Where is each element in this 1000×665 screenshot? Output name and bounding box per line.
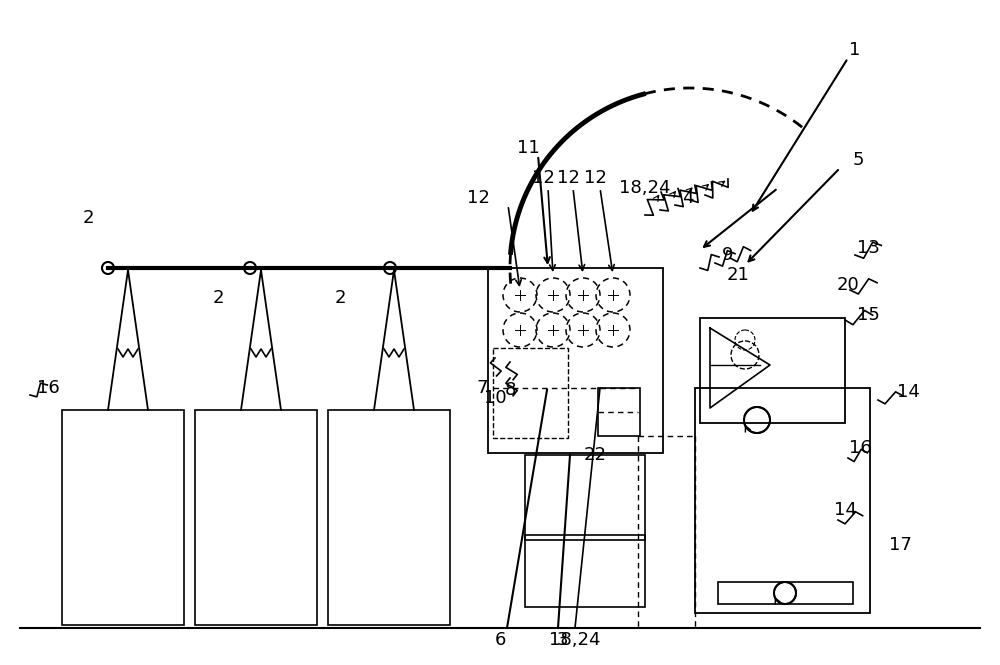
Text: 2: 2 [82, 209, 94, 227]
Text: 7: 7 [476, 379, 488, 397]
Bar [695, 388, 870, 613]
Text: 2: 2 [334, 289, 346, 307]
Bar [62, 410, 184, 625]
Text: 17: 17 [889, 536, 911, 554]
Bar [718, 582, 853, 604]
Text: 22: 22 [584, 446, 606, 464]
Text: 6: 6 [494, 631, 506, 649]
Bar [700, 318, 845, 423]
Text: 11: 11 [517, 139, 539, 157]
Text: 8: 8 [504, 381, 516, 399]
Bar [525, 535, 645, 607]
Text: 10: 10 [484, 389, 506, 407]
Bar [195, 410, 317, 625]
Bar [328, 410, 450, 625]
Text: 4: 4 [682, 189, 694, 207]
Circle shape [102, 262, 114, 274]
Text: 21: 21 [727, 266, 749, 284]
Text: 13: 13 [857, 239, 879, 257]
Text: 3: 3 [556, 631, 568, 649]
Text: 16: 16 [37, 379, 59, 397]
Text: 12: 12 [557, 169, 579, 187]
Text: 14: 14 [897, 383, 919, 401]
Circle shape [384, 262, 396, 274]
Text: 18,24: 18,24 [619, 179, 671, 197]
Bar [525, 455, 645, 540]
Text: 5: 5 [852, 151, 864, 169]
Text: 1: 1 [849, 41, 861, 59]
Bar [598, 388, 640, 436]
Text: 16: 16 [849, 439, 871, 457]
Circle shape [244, 262, 256, 274]
Text: 12: 12 [532, 169, 554, 187]
Text: 14: 14 [834, 501, 856, 519]
Bar [493, 348, 568, 438]
Text: 20: 20 [837, 276, 859, 294]
Text: 9: 9 [722, 246, 734, 264]
Text: 2: 2 [212, 289, 224, 307]
Text: 15: 15 [857, 306, 879, 324]
Text: 12: 12 [584, 169, 606, 187]
Bar [488, 268, 663, 453]
Text: 12: 12 [467, 189, 489, 207]
Text: 18,24: 18,24 [549, 631, 601, 649]
